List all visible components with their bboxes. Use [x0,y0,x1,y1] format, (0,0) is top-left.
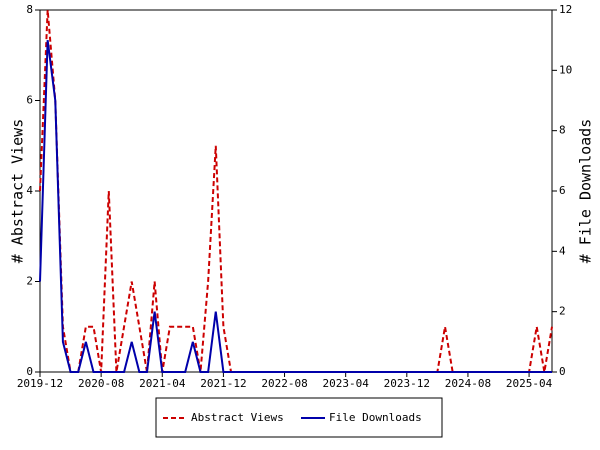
y2-tick-label: 10 [559,63,572,76]
x-tick-label: 2023-12 [384,377,430,390]
y-tick-label: 2 [26,275,33,288]
y-tick-label: 8 [26,3,33,16]
x-tick-label: 2025-04 [506,377,553,390]
y2-tick-label: 0 [559,365,566,378]
x-tick-label: 2024-08 [445,377,491,390]
data-line [39,9,553,373]
y2-axis-title: # File Downloads [577,119,595,264]
x-tick-label: 2022-08 [261,377,307,390]
x-tick-label: 2021-04 [139,377,186,390]
legend-box [155,397,443,438]
y-tick-label: 0 [26,365,33,378]
legend-label: File Downloads [329,411,422,424]
x-tick-label: 2020-08 [78,377,124,390]
y-tick-label: 4 [26,184,33,197]
y-tick-label: 6 [26,94,33,107]
data-line [39,40,552,373]
x-tick-label: 2023-04 [322,377,369,390]
y2-tick-label: 8 [559,124,566,137]
y2-tick-label: 4 [559,244,566,257]
x-tick-label: 2021-12 [200,377,246,390]
legend-label: Abstract Views [191,411,284,424]
plot-area [39,9,553,373]
y2-tick-label: 12 [559,3,572,16]
y2-tick-label: 6 [559,184,566,197]
y2-tick-label: 2 [559,305,566,318]
x-tick-label: 2019-12 [17,377,63,390]
y-axis-title: # Abstract Views [9,119,27,264]
